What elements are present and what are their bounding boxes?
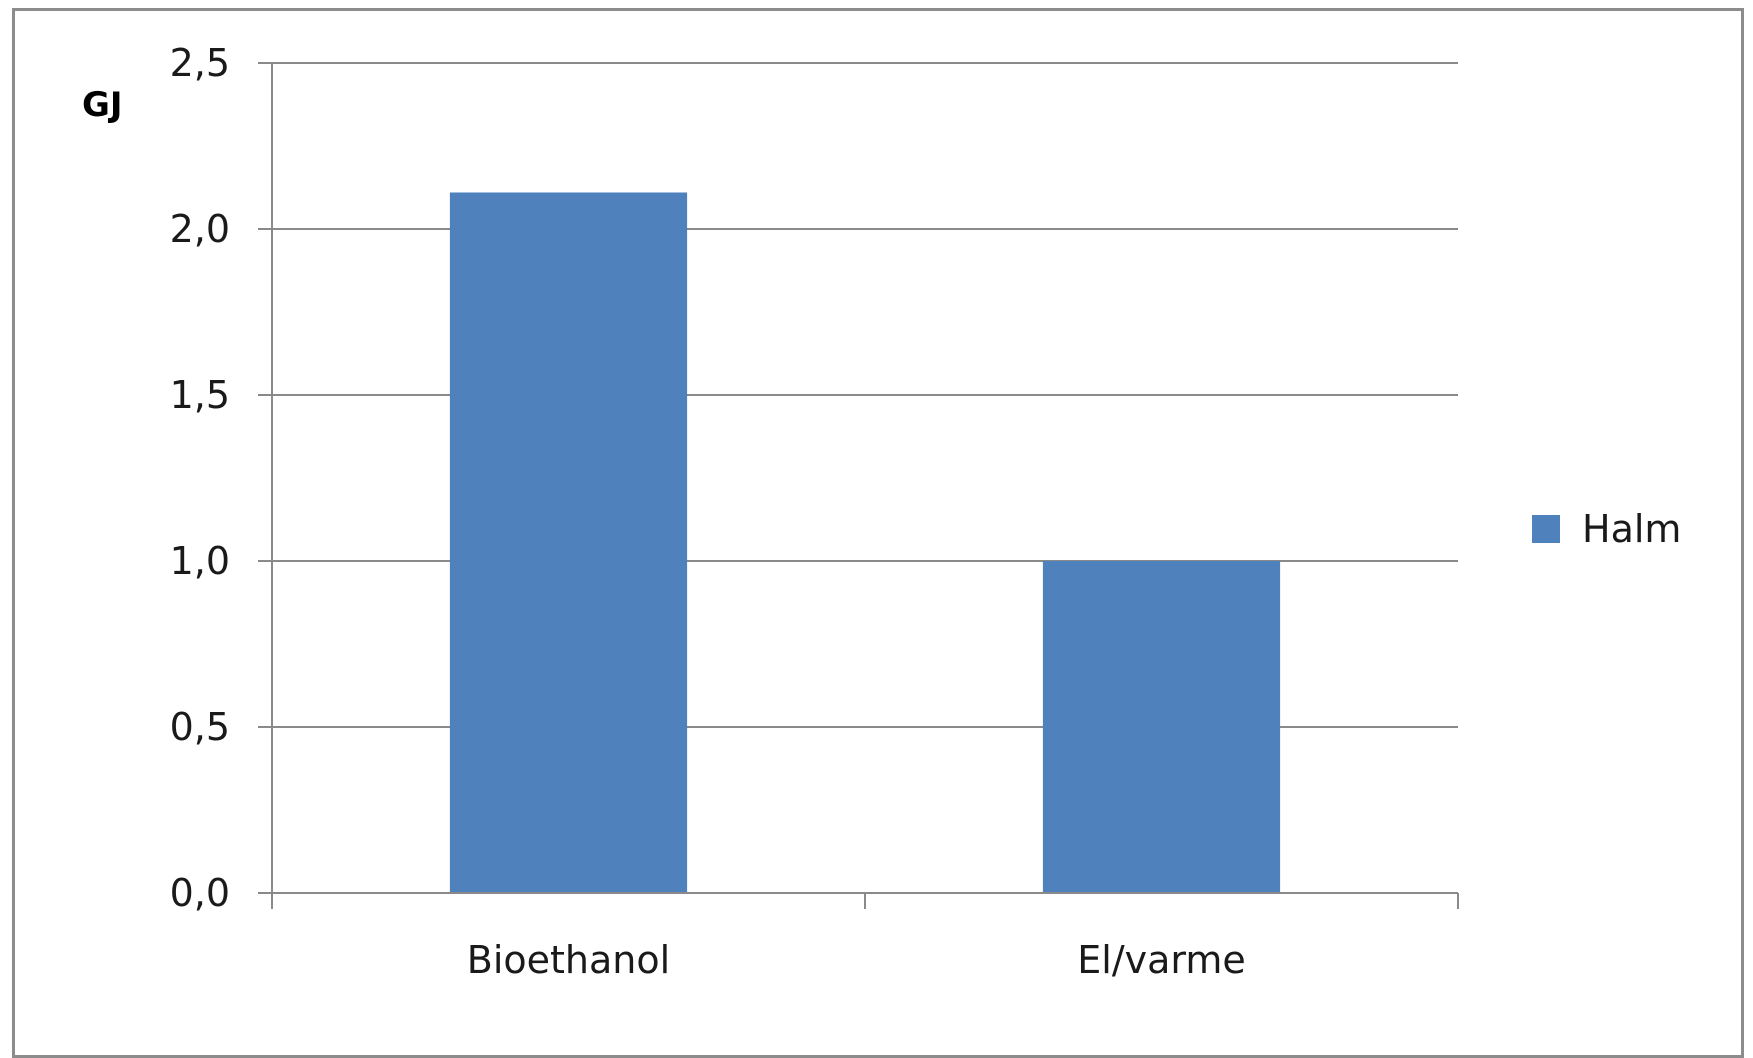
axes — [258, 62, 1459, 909]
x-category-label: El/varme — [1077, 938, 1246, 982]
y-tick-label: 1,0 — [170, 539, 230, 583]
y-tick-label: 2,5 — [170, 41, 230, 85]
labels: 0,0 0,5 1,0 1,5 2,0 2,5 Bioethanol El/varme — [170, 41, 1246, 982]
x-category-label: Bioethanol — [467, 938, 670, 982]
y-tick-label: 1,5 — [170, 373, 230, 417]
bars — [449, 192, 1281, 894]
y-tick-label: 0,5 — [170, 705, 230, 749]
y-tick-label: 2,0 — [170, 207, 230, 251]
y-unit-label: GJ — [82, 85, 123, 125]
bar — [449, 192, 688, 894]
chart-frame — [12, 8, 1744, 1058]
bar — [1042, 561, 1281, 893]
legend-label: Halm — [1582, 507, 1681, 551]
legend: Halm — [1532, 507, 1681, 551]
y-tick-label: 0,0 — [170, 871, 230, 915]
legend-swatch — [1532, 515, 1560, 543]
